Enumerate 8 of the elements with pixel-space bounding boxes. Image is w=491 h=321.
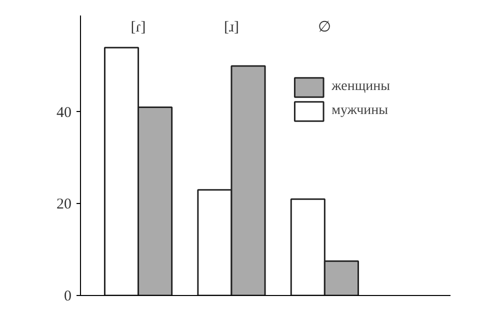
y-tick-label: 20 bbox=[56, 196, 72, 213]
x-tick-label: ∅ bbox=[318, 20, 332, 36]
x-tick-label: [ɾ] bbox=[130, 20, 146, 36]
y-tick-label: 0 bbox=[64, 288, 72, 304]
legend-label: мужчины bbox=[332, 103, 388, 119]
x-tick-label: [ɹ] bbox=[224, 20, 239, 36]
y-tick-label: 40 bbox=[56, 104, 72, 121]
legend-label: женщины bbox=[332, 79, 390, 95]
